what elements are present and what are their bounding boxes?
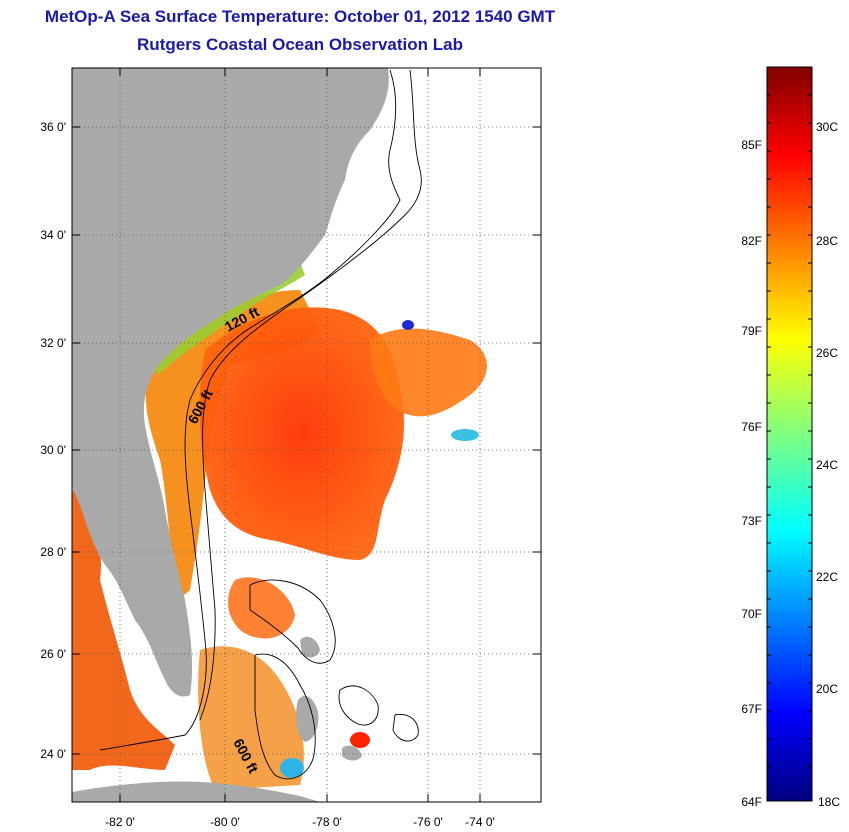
sst-warm-spot <box>350 732 370 748</box>
colorbar-label-c: 20C <box>816 682 838 696</box>
lat-label: 28 0' <box>40 545 66 559</box>
lat-label: 34 0' <box>40 228 66 242</box>
lat-label: 32 0' <box>40 336 66 350</box>
map-ticks <box>72 68 541 802</box>
colorbar-label-f: 64F <box>741 795 762 809</box>
lon-label: -76 0' <box>413 815 443 829</box>
lat-label: 24 0' <box>40 747 66 761</box>
colorbar-label-c: 26C <box>816 346 838 360</box>
sst-cool-spot <box>451 429 479 441</box>
contour-bahamas <box>392 714 419 742</box>
contour-600ft <box>199 69 422 721</box>
colorbar-ticks <box>767 94 812 768</box>
colorbar-label-f: 76F <box>741 420 762 434</box>
colorbar-label-f: 79F <box>741 324 762 338</box>
contour-bahamas <box>254 653 316 780</box>
map-frame <box>71 67 542 803</box>
contour-120ft <box>99 69 401 751</box>
land-bahamas <box>296 695 319 742</box>
colorbar <box>766 66 813 802</box>
sst-cool-spot <box>280 758 304 778</box>
contour-bahamas <box>338 685 379 726</box>
lat-label: 26 0' <box>40 647 66 661</box>
colorbar-label-f: 67F <box>741 702 762 716</box>
land-bahamas <box>300 636 320 658</box>
map-subtitle: Rutgers Coastal Ocean Observation Lab <box>137 35 463 54</box>
lon-label: -80 0' <box>210 815 240 829</box>
land-mainland <box>72 68 389 697</box>
lon-label: -74 0' <box>465 815 495 829</box>
lon-label: -78 0' <box>312 815 342 829</box>
land-bahamas <box>342 745 362 761</box>
colorbar-label-f: 70F <box>741 607 762 621</box>
colorbar-label-c: 22C <box>816 570 838 584</box>
colorbar-label-c: 28C <box>816 234 838 248</box>
lat-label: 30 0' <box>40 443 66 457</box>
sst-offshore-warm <box>199 307 405 560</box>
colorbar-label-f: 82F <box>741 234 762 248</box>
sst-cold-spot <box>402 320 414 330</box>
lat-label: 36 0' <box>40 120 66 134</box>
colorbar-label-c: 30C <box>816 120 838 134</box>
sst-bahamas-patch <box>228 577 295 639</box>
land-cuba <box>72 781 320 802</box>
colorbar-label-f: 73F <box>741 514 762 528</box>
colorbar-label-c: 18C <box>818 795 840 809</box>
colorbar-label-c: 24C <box>816 458 838 472</box>
lon-label: -82 0' <box>105 815 135 829</box>
map-title: MetOp-A Sea Surface Temperature: October… <box>44 7 556 26</box>
sst-shelf-region <box>145 290 320 600</box>
sst-gulf-region <box>72 490 175 770</box>
sst-east-patch <box>370 328 487 417</box>
colorbar-label-f: 85F <box>741 138 762 152</box>
contour-bahamas <box>249 579 336 664</box>
